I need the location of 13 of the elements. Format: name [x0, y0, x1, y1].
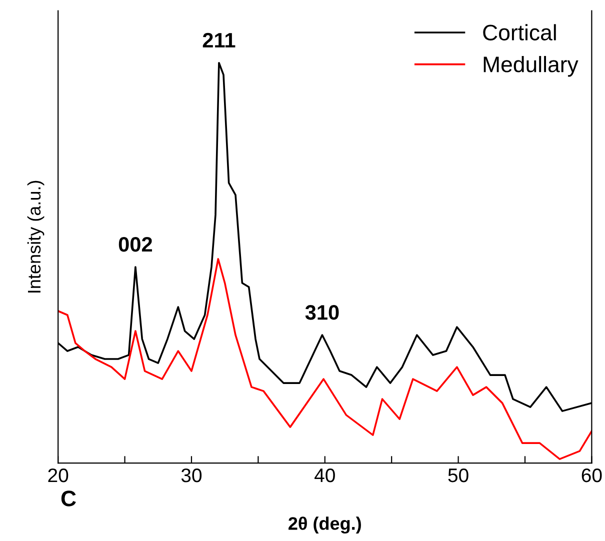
- annotation: 310: [305, 305, 339, 320]
- legend-label: Medullary: [484, 56, 578, 77]
- x-tick-label: 30: [181, 468, 202, 482]
- x-tick-label: 20: [48, 468, 68, 482]
- x-tick-label: 60: [582, 468, 602, 482]
- annotation: 002: [118, 236, 152, 252]
- y-axis-title: Intensity (a.u.): [27, 180, 44, 292]
- x-axis-title: 2θ (deg.): [288, 516, 361, 534]
- text: C: [61, 490, 76, 506]
- x-tick-label: 40: [314, 468, 335, 482]
- x-tick-label: 50: [448, 468, 468, 482]
- annotation: 211: [202, 32, 236, 48]
- legend-label: Cortical: [483, 24, 556, 40]
